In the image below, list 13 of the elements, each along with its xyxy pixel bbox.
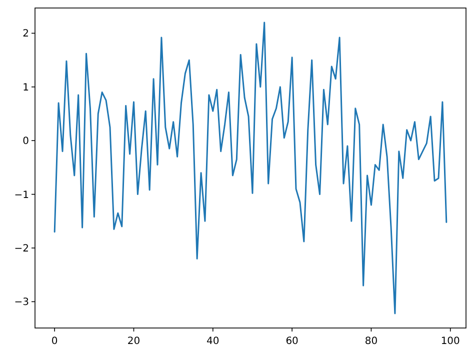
x-tick-label: 60 xyxy=(286,336,298,347)
x-tick-label: 20 xyxy=(127,336,140,347)
x-tick-label: 0 xyxy=(51,336,58,347)
y-tick-label: −1 xyxy=(14,190,29,201)
y-tick-label: 0 xyxy=(22,136,29,148)
y-tick-label: −2 xyxy=(14,244,29,254)
y-tick-label: −3 xyxy=(14,297,29,308)
x-tick-label: 80 xyxy=(364,336,378,347)
y-tick-label: 1 xyxy=(22,82,29,94)
x-tick-label: 40 xyxy=(206,336,220,347)
line-series xyxy=(54,22,448,314)
y-tick-label: 2 xyxy=(22,28,29,40)
x-tick-label: 100 xyxy=(440,336,460,347)
